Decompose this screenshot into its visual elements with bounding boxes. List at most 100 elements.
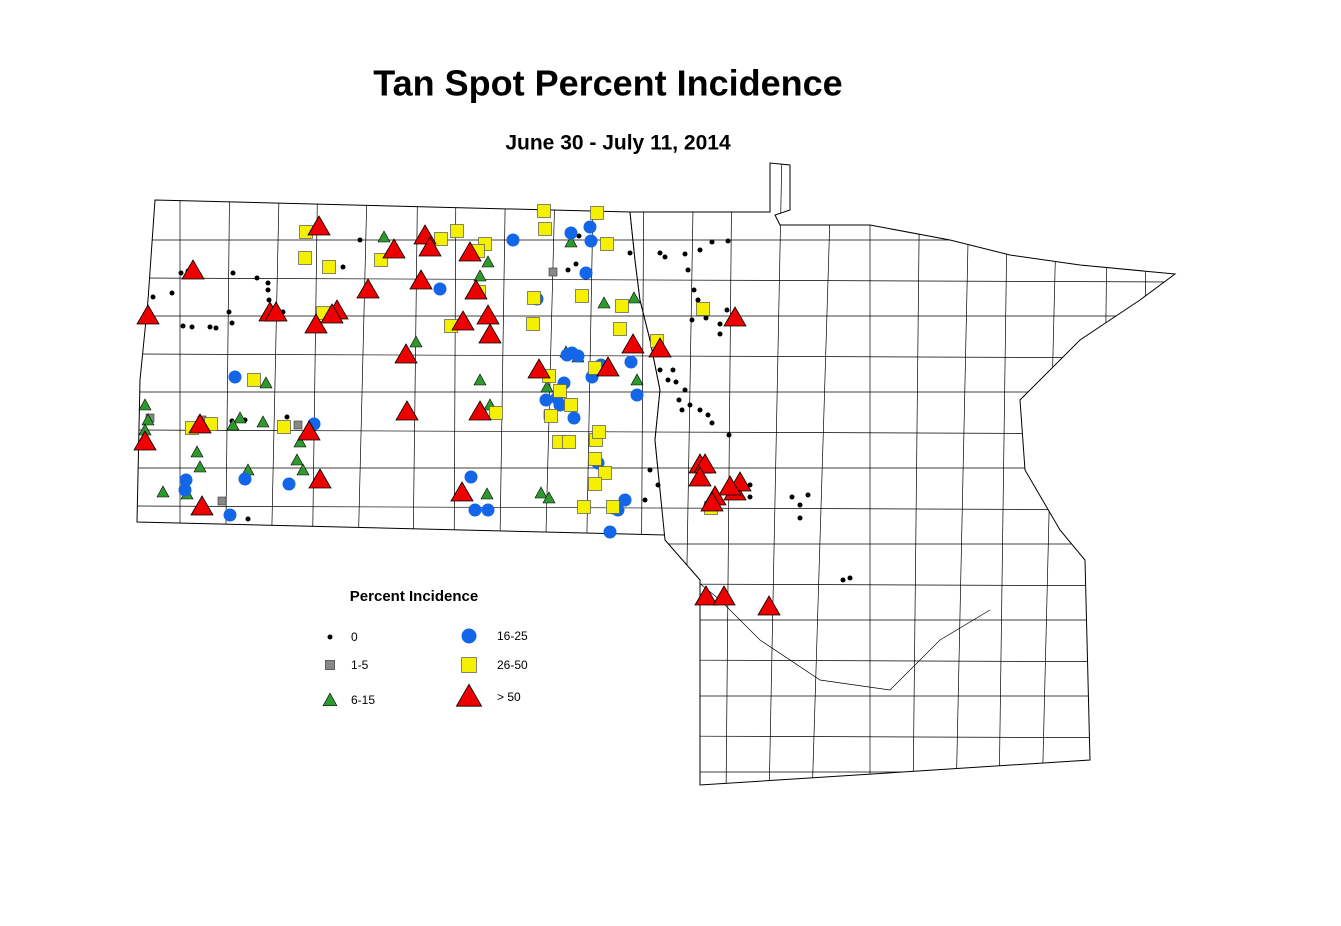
marker-16-25 [238,472,252,486]
marker-zero [797,515,803,521]
marker-6-15 [322,692,338,707]
marker-1-5 [293,420,303,430]
marker-26-50 [527,291,541,305]
marker-6-15 [296,463,310,476]
marker-26-50 [575,289,589,303]
marker-over-50 [718,475,742,496]
marker-6-15 [293,435,307,448]
marker-over-50 [468,400,492,421]
marker-zero [840,577,846,583]
county-line [955,163,971,785]
north-dakota [136,199,666,536]
marker-zero [724,307,730,313]
marker-zero [357,237,363,243]
marker-over-50 [190,495,214,516]
marker-zero [805,492,811,498]
marker-over-50 [648,337,672,358]
legend-label: 0 [351,630,358,644]
marker-zero [340,264,346,270]
marker-6-15 [259,376,273,389]
markers [133,204,853,616]
marker-6-15 [256,415,270,428]
marker-over-50 [356,278,380,299]
marker-over-50 [308,468,332,489]
marker-zero [284,414,290,420]
marker-over-50 [527,358,551,379]
marker-16-25 [539,393,553,407]
marker-zero [685,267,691,273]
marker-16-25 [228,370,242,384]
marker-26-50 [615,299,629,313]
legend-label: 1-5 [351,658,369,672]
title: Tan Spot Percent Incidence [373,63,842,104]
marker-6-15 [156,485,170,498]
marker-over-50 [418,236,442,257]
county-line [137,277,1175,283]
marker-1-5 [548,267,558,277]
marker-6-15 [290,453,304,466]
marker-zero [265,287,271,293]
marker-26-50 [606,500,620,514]
marker-zero [647,467,653,473]
marker-over-50 [596,356,620,377]
marker-26-50 [450,224,464,238]
county-line [1099,163,1109,785]
marker-over-50 [297,420,321,441]
marker-16-25 [433,282,447,296]
marker-over-50 [264,301,288,322]
marker-over-50 [395,400,419,421]
marker-16-25 [461,628,477,644]
county-line [912,163,921,785]
marker-zero [682,251,688,257]
marker-zero [687,402,693,408]
marker-6-15 [540,380,554,393]
marker-over-50 [688,466,712,487]
marker-zero [254,275,260,281]
marker-zero [695,297,701,303]
marker-26-50 [564,398,578,412]
marker-zero [642,497,648,503]
marker-26-50 [434,232,448,246]
legend-label: 6-15 [351,693,375,707]
marker-zero [178,270,184,276]
marker-6-15 [630,373,644,386]
marker-6-15 [597,296,611,309]
county-line [725,163,733,785]
minnesota [629,162,1177,786]
marker-zero [565,267,571,273]
marker-26-50 [461,657,477,673]
marker-zero [726,432,732,438]
marker-zero [797,502,803,508]
marker-over-50 [188,413,212,434]
marker-zero [670,367,676,373]
marker-6-15 [534,486,548,499]
marker-zero [655,482,661,488]
marker-over-50 [458,241,482,262]
marker-16-25 [178,483,192,497]
marker-6-15 [627,291,641,304]
marker-26-50 [562,435,576,449]
marker-16-25 [579,266,593,280]
marker-26-50 [544,409,558,423]
county-line [137,505,1175,511]
marker-zero [847,575,853,581]
legend-label: 16-25 [497,629,528,643]
marker-zero [679,407,685,413]
marker-zero [627,250,633,256]
marker-over-50 [700,491,724,512]
marker-zero [169,290,175,296]
marker-16-25 [618,493,632,507]
marker-6-15 [190,445,204,458]
marker-zero [573,261,579,267]
marker-over-50 [450,481,474,502]
marker-over-50 [307,215,331,236]
marker-16-25 [506,233,520,247]
marker-26-50 [322,260,336,274]
county-line [768,163,783,785]
marker-over-50 [133,430,157,451]
marker-6-15 [409,335,423,348]
marker-zero [226,309,232,315]
marker-over-50 [181,259,205,280]
marker-over-50 [394,343,418,364]
marker-6-15 [473,269,487,282]
